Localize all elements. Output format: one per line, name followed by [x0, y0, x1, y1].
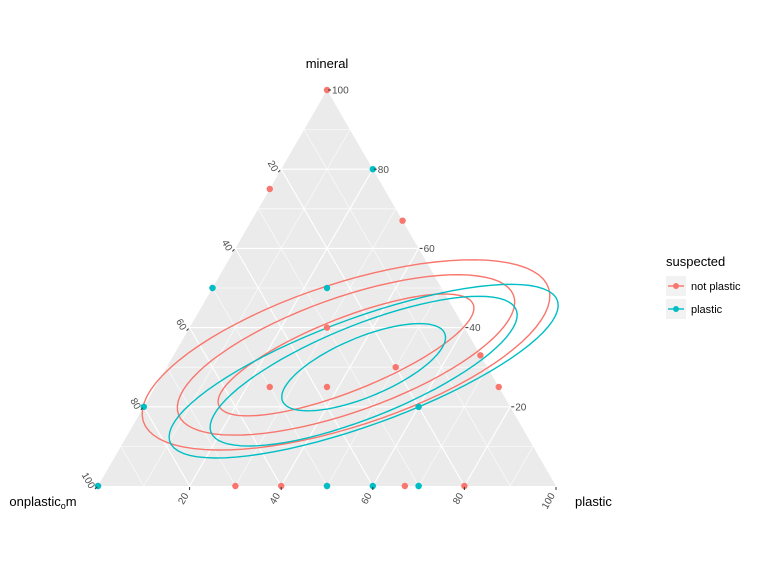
- contour-not-plastic: [176, 273, 516, 436]
- point-plastic: [209, 284, 216, 292]
- tick-label-mineral: 60: [424, 244, 436, 255]
- tick-mark-onplastic: [232, 249, 235, 252]
- grid-line: [235, 208, 396, 487]
- grid-line: [189, 327, 282, 487]
- tick-label-mineral: 20: [515, 402, 527, 413]
- tick-mark-onplastic: [94, 486, 98, 490]
- axis-title-onplastic-base: onplastic: [9, 494, 61, 509]
- tick-label-onplastic: 80: [127, 396, 142, 412]
- point-plastic: [323, 284, 331, 292]
- grid-line: [143, 406, 191, 487]
- point-plastic: [369, 482, 376, 490]
- point-not-plastic: [323, 86, 331, 94]
- tick-label-onplastic: 60: [173, 317, 188, 333]
- point-not-plastic: [266, 383, 273, 391]
- point-not-plastic: [477, 352, 484, 359]
- tick-label-mineral: 100: [332, 86, 349, 97]
- point-plastic: [415, 482, 422, 490]
- contour-plastic: [281, 322, 447, 412]
- axis-title-onplastic-suffix: m: [66, 494, 77, 509]
- contour-plastic: [209, 295, 518, 447]
- grid-line: [418, 367, 488, 487]
- grid-line: [509, 446, 534, 487]
- tick-label-plastic: 80: [451, 491, 466, 507]
- tick-label-onplastic: 20: [265, 159, 280, 175]
- point-not-plastic: [278, 482, 285, 490]
- grid-line: [463, 406, 511, 487]
- grid-line: [143, 129, 351, 487]
- point-not-plastic: [399, 217, 406, 224]
- tick-mark-onplastic: [186, 328, 189, 331]
- tick-label-mineral: 80: [378, 165, 390, 176]
- grid-line: [166, 367, 236, 487]
- point-not-plastic: [392, 364, 399, 371]
- point-not-plastic: [401, 482, 409, 490]
- legend-label: plastic: [691, 304, 723, 316]
- tick-mark-onplastic: [140, 407, 144, 411]
- legend-label: not plastic: [691, 281, 741, 293]
- tick-mark-onplastic: [277, 169, 281, 173]
- point-plastic: [323, 482, 331, 490]
- tick-label-plastic: 60: [360, 491, 375, 507]
- tick-label-plastic: 20: [176, 491, 191, 507]
- legend-title: suspected: [666, 254, 725, 269]
- data-points: [94, 86, 502, 490]
- grid-line: [258, 208, 419, 487]
- axis-title-onplastic: onplasticom: [9, 494, 76, 511]
- tick-label-plastic: 100: [540, 491, 558, 511]
- tick-label-mineral: 40: [469, 323, 481, 334]
- legend-key-point: [673, 283, 679, 289]
- point-plastic: [369, 166, 376, 173]
- tick-label-plastic: 40: [268, 491, 283, 507]
- legend: suspected not plastic plastic: [666, 254, 741, 319]
- axis-title-onplastic-subscript: o: [61, 501, 66, 511]
- point-not-plastic: [323, 324, 331, 331]
- point-not-plastic: [266, 185, 273, 193]
- contour-not-plastic: [217, 293, 475, 417]
- contour-plastic: [168, 283, 559, 459]
- tick-label-onplastic: 40: [219, 238, 234, 254]
- tick-label-onplastic: 100: [79, 471, 97, 491]
- point-not-plastic: [495, 383, 502, 391]
- point-not-plastic: [461, 482, 468, 490]
- axis-title-mineral: mineral: [306, 56, 349, 71]
- axis-title-plastic: plastic: [575, 494, 612, 509]
- legend-key-point: [673, 306, 679, 312]
- point-not-plastic: [232, 482, 239, 490]
- grid-line: [326, 287, 442, 487]
- point-plastic: [415, 403, 422, 410]
- grid-line: [120, 446, 145, 487]
- point-not-plastic: [323, 383, 331, 391]
